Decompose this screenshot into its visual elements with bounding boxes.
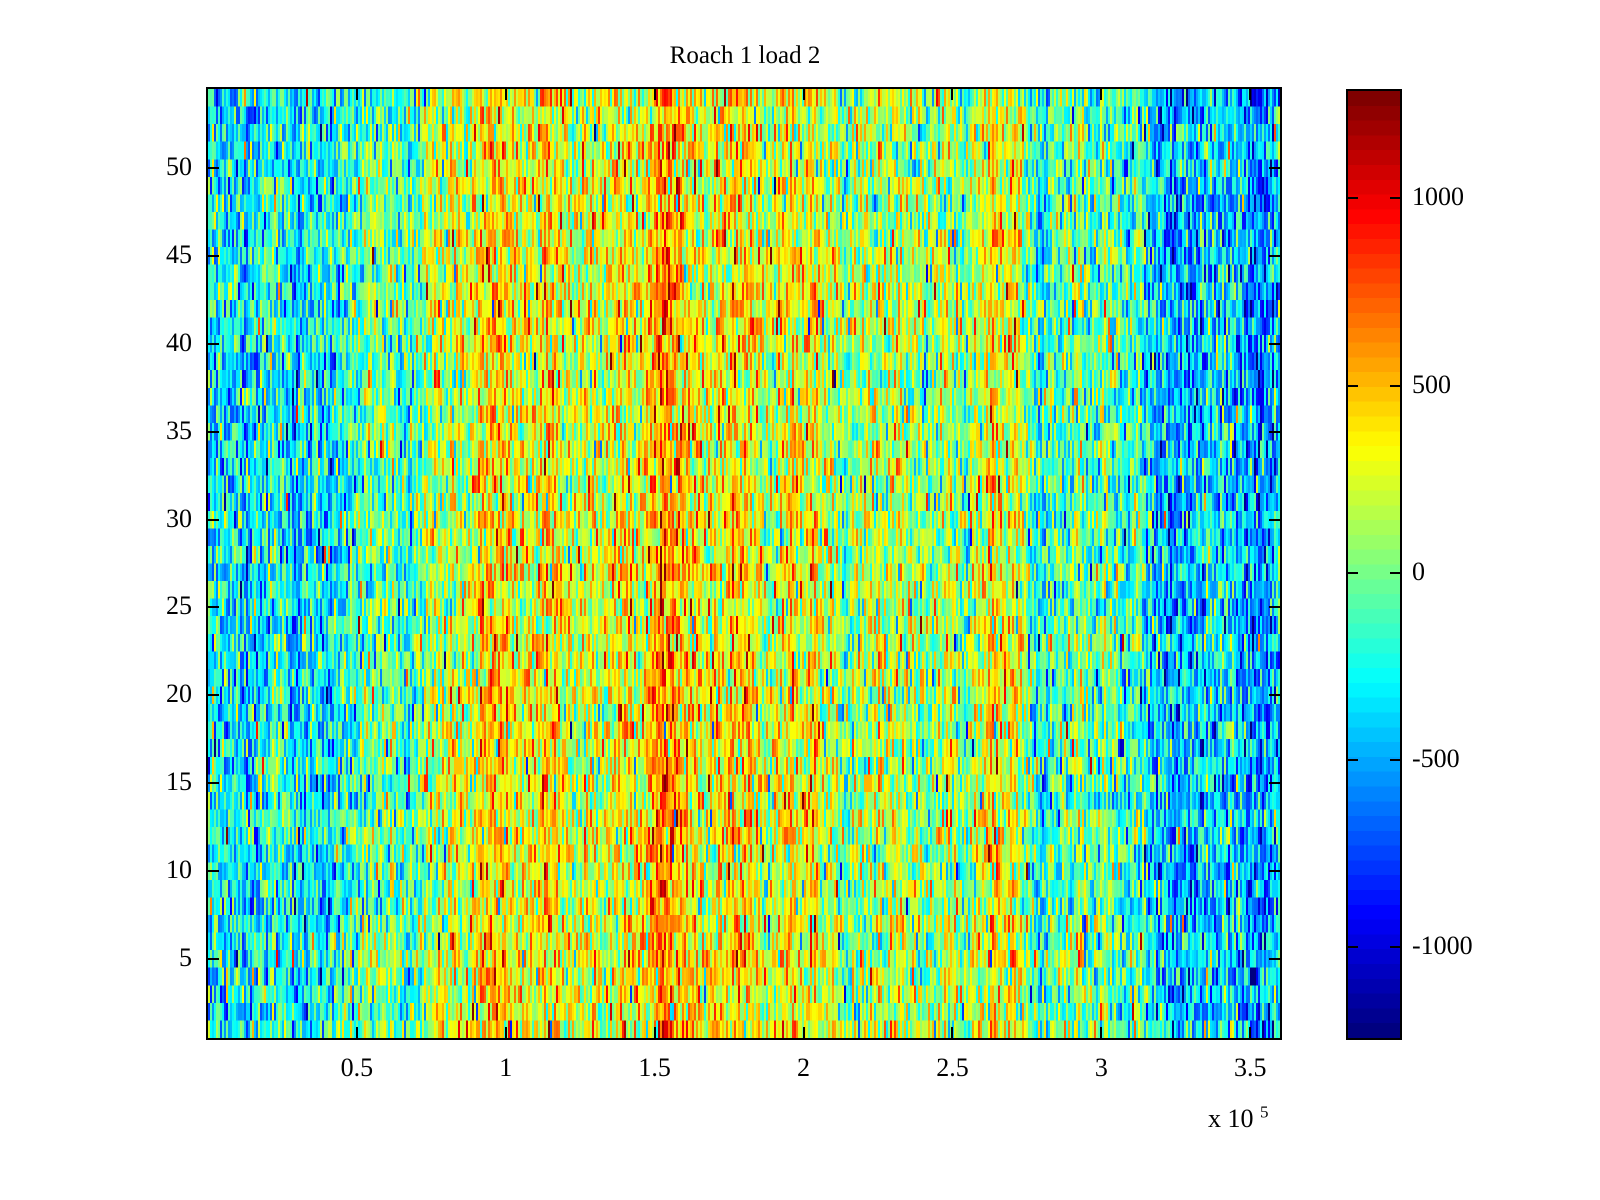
x-axis-tick [951, 1027, 954, 1038]
y-axis-tick [208, 518, 219, 521]
y-axis-tick [208, 167, 219, 170]
colorbar-tick-left [1348, 197, 1358, 200]
colorbar-tick-right [1390, 384, 1400, 387]
y-axis-tick-right [1269, 430, 1280, 433]
heatmap-axes[interactable] [206, 87, 1282, 1040]
x-axis-exponent-power: 5 [1260, 1102, 1269, 1122]
x-axis-tick [1249, 1027, 1252, 1038]
y-axis-tick-right [1269, 518, 1280, 521]
x-axis-tick [504, 1027, 507, 1038]
y-axis-tick-label: 30 [166, 503, 192, 533]
y-axis-tick-label: 25 [166, 591, 192, 621]
y-axis-tick [208, 254, 219, 257]
y-axis-tick-right [1269, 782, 1280, 785]
y-axis-tick-right [1269, 342, 1280, 345]
y-axis-tick [208, 782, 219, 785]
y-axis-tick-right [1269, 606, 1280, 609]
colorbar-tick-left [1348, 384, 1358, 387]
x-axis-tick-top [653, 89, 656, 100]
y-axis-tick [208, 957, 219, 960]
colorbar[interactable] [1346, 89, 1402, 1040]
y-axis-tick-right [1269, 167, 1280, 170]
x-axis-tick [802, 1027, 805, 1038]
x-axis-tick-label: 2.5 [936, 1053, 969, 1082]
y-axis-tick-label: 45 [166, 239, 192, 269]
x-axis-tick [355, 1027, 358, 1038]
x-axis-tick-label: 3 [1094, 1053, 1108, 1082]
y-axis-tick [208, 870, 219, 873]
x-axis-tick-top [504, 89, 507, 100]
colorbar-tick-left [1348, 946, 1358, 949]
colorbar-tick-left [1348, 759, 1358, 762]
x-axis-tick-label: 1.5 [638, 1053, 671, 1082]
y-axis-tick [208, 606, 219, 609]
x-axis-tick-label: 3.5 [1233, 1053, 1267, 1082]
colorbar-tick-right [1390, 946, 1400, 949]
y-axis-tick-label: 40 [166, 327, 192, 357]
x-axis-tick-top [1100, 89, 1103, 100]
y-axis-tick-label: 15 [166, 767, 192, 797]
y-axis-tick-label: 35 [166, 415, 192, 445]
colorbar-tick-right [1390, 759, 1400, 762]
x-axis-tick-top [355, 89, 358, 100]
y-axis-tick-right [1269, 694, 1280, 697]
y-axis-tick [208, 430, 219, 433]
x-axis-tick-top [951, 89, 954, 100]
x-axis-exponent-label: x 10 5 [1208, 1102, 1269, 1133]
colorbar-tick-label: -500 [1412, 744, 1460, 774]
y-axis-tick-label: 20 [166, 679, 192, 709]
y-axis-tick-label: 50 [166, 152, 192, 182]
colorbar-tick-label: 500 [1412, 369, 1451, 399]
colorbar-tick-label: 1000 [1412, 182, 1464, 212]
colorbar-tick-right [1390, 197, 1400, 200]
y-axis-tick-label: 5 [179, 942, 192, 972]
colorbar-tick-label: -1000 [1412, 931, 1473, 961]
x-axis-tick [1100, 1027, 1103, 1038]
page-title: Roach 1 load 2 [669, 42, 821, 69]
colorbar-tick-left [1348, 571, 1358, 574]
x-axis-tick [653, 1027, 656, 1038]
heatmap-image [208, 89, 1280, 1038]
x-axis-tick-top [1249, 89, 1252, 100]
x-axis-tick-label: 0.5 [340, 1053, 374, 1082]
y-axis-tick-label: 10 [166, 855, 192, 885]
colorbar-gradient [1348, 91, 1400, 1038]
y-axis-tick-right [1269, 957, 1280, 960]
y-axis-tick-right [1269, 254, 1280, 257]
x-axis-tick-top [802, 89, 805, 100]
y-axis-tick [208, 694, 219, 697]
colorbar-tick-label: 0 [1412, 556, 1425, 586]
y-axis-tick-right [1269, 870, 1280, 873]
x-axis-tick-label: 2 [797, 1053, 811, 1082]
colorbar-tick-right [1390, 571, 1400, 574]
y-axis-tick [208, 342, 219, 345]
x-axis-tick-label: 1 [499, 1053, 513, 1082]
